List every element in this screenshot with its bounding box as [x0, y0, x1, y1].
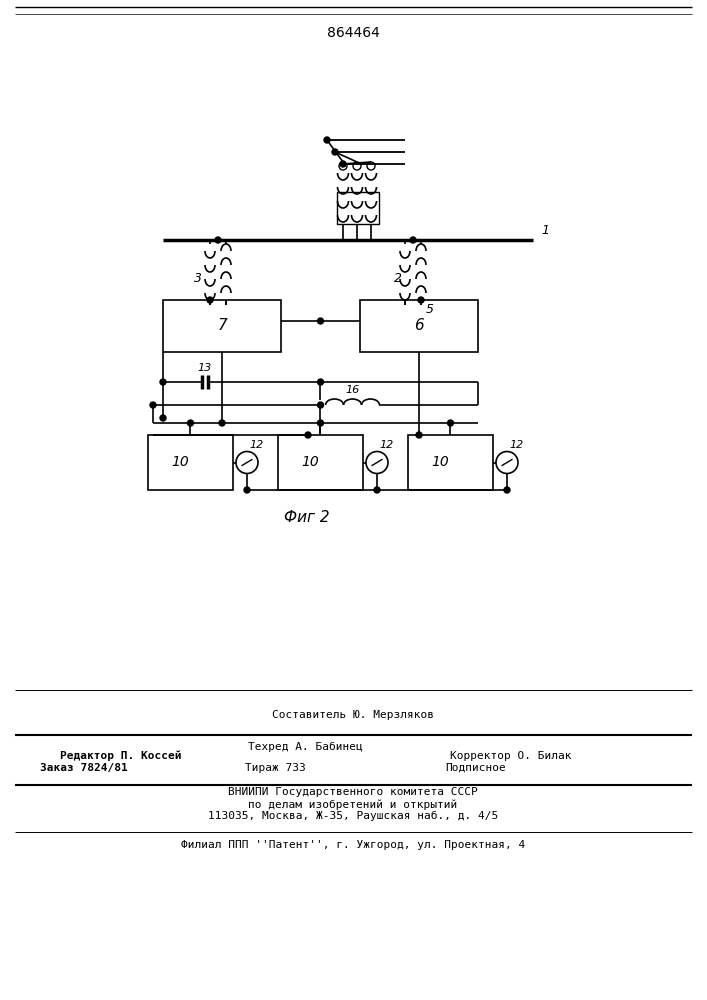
Text: 13: 13: [198, 363, 212, 373]
Circle shape: [207, 297, 213, 303]
Bar: [337, 192, 379, 224]
Circle shape: [410, 237, 416, 243]
Text: ВНИИПИ Государственного комитета СССР: ВНИИПИ Государственного комитета СССР: [228, 787, 478, 797]
Text: Подписное: Подписное: [445, 763, 506, 773]
Text: 12: 12: [249, 440, 263, 450]
Text: Составитель Ю. Мерзляков: Составитель Ю. Мерзляков: [272, 710, 434, 720]
Circle shape: [448, 420, 453, 426]
Bar: [360, 300, 478, 352]
Circle shape: [244, 487, 250, 493]
Text: 16: 16: [346, 385, 360, 395]
Circle shape: [160, 379, 166, 385]
Bar: [163, 300, 281, 352]
Circle shape: [317, 318, 324, 324]
Circle shape: [504, 487, 510, 493]
Circle shape: [416, 432, 422, 438]
Circle shape: [317, 420, 324, 426]
Text: 2: 2: [394, 271, 402, 284]
Circle shape: [418, 297, 424, 303]
Bar: [148, 435, 233, 490]
Circle shape: [317, 379, 324, 385]
Circle shape: [332, 149, 338, 155]
Circle shape: [340, 161, 346, 167]
Circle shape: [187, 420, 194, 426]
Text: 10: 10: [301, 456, 319, 470]
Circle shape: [317, 402, 324, 408]
Text: 12: 12: [379, 440, 393, 450]
Text: 10: 10: [431, 456, 449, 470]
Text: Заказ 7824/81: Заказ 7824/81: [40, 763, 128, 773]
Bar: [408, 435, 493, 490]
Circle shape: [305, 432, 311, 438]
Circle shape: [374, 487, 380, 493]
Text: 5: 5: [426, 303, 434, 316]
Bar: [278, 435, 363, 490]
Text: Филиал ППП ''Патент'', г. Ужгород, ул. Проектная, 4: Филиал ППП ''Патент'', г. Ужгород, ул. П…: [181, 840, 525, 850]
Text: 113035, Москва, Ж-35, Раушская наб., д. 4/5: 113035, Москва, Ж-35, Раушская наб., д. …: [208, 811, 498, 821]
Text: Техред А. Бабинец: Техред А. Бабинец: [248, 742, 363, 752]
Text: Корректор О. Билак: Корректор О. Билак: [450, 751, 571, 761]
Text: 864464: 864464: [327, 26, 380, 40]
Circle shape: [324, 137, 330, 143]
Circle shape: [150, 402, 156, 408]
Text: 1: 1: [541, 224, 549, 237]
Text: 12: 12: [509, 440, 523, 450]
Circle shape: [160, 415, 166, 421]
Text: Фиг 2: Фиг 2: [284, 510, 329, 525]
Text: 3: 3: [194, 271, 202, 284]
Text: Тираж 733: Тираж 733: [245, 763, 305, 773]
Text: 10: 10: [171, 456, 189, 470]
Text: Редактор П. Коссей: Редактор П. Коссей: [60, 751, 182, 761]
Circle shape: [215, 237, 221, 243]
Text: 6: 6: [414, 318, 424, 334]
Text: 7: 7: [217, 318, 227, 334]
Text: по делам изобретений и открытий: по делам изобретений и открытий: [248, 799, 457, 810]
Circle shape: [219, 420, 225, 426]
